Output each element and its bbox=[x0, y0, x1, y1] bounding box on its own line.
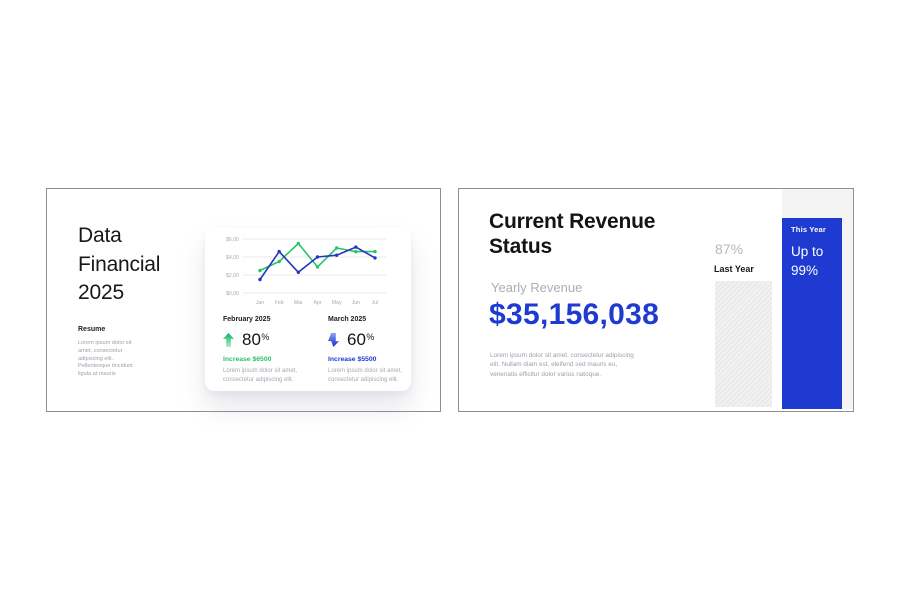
this-year-value: Up to 99% bbox=[791, 244, 824, 278]
stat-percent: 60% bbox=[347, 330, 375, 349]
slide-current-revenue[interactable]: Current Revenue Status Yearly Revenue $3… bbox=[458, 188, 854, 412]
stat-body-text: Lorem ipsum dolor sit amet, consectetur … bbox=[223, 368, 298, 383]
slide-title-line: Financial bbox=[78, 252, 161, 276]
slide-title-line: Data bbox=[78, 224, 122, 247]
svg-text:Jan: Jan bbox=[256, 300, 264, 306]
increase-arrow-up-icon bbox=[223, 333, 234, 347]
this-year-label: This Year bbox=[791, 225, 827, 234]
svg-text:Jun: Jun bbox=[352, 300, 360, 306]
revenue-body-text: Lorem ipsum dolor sit amet, consectetur … bbox=[490, 352, 634, 378]
slide-title-line: 2025 bbox=[78, 281, 124, 304]
slide-title-line: Current Revenue bbox=[489, 210, 656, 233]
last-year-label: Last Year bbox=[714, 264, 754, 274]
svg-text:$2,00: $2,00 bbox=[226, 273, 239, 279]
stat-february: February 2025 80% Increase $6500 Lorem i… bbox=[223, 316, 315, 384]
resume-heading: Resume bbox=[78, 326, 106, 333]
slide-data-financial[interactable]: Data Financial 2025 Resume Lorem ipsum d… bbox=[46, 188, 441, 412]
increase-amount-label: Increase $6500 bbox=[223, 356, 272, 363]
svg-text:Jul: Jul bbox=[372, 300, 379, 306]
stat-march: March 2025 60% Increase $5500 Lorem ipsu… bbox=[328, 316, 420, 384]
last-year-bar bbox=[715, 281, 772, 407]
this-year-bar: This Year Up to 99% bbox=[782, 218, 842, 409]
svg-text:May: May bbox=[332, 300, 342, 306]
stat-month-label: February 2025 bbox=[223, 316, 271, 323]
financial-line-chart: $6,00 $4,00 $2,00 $0,00 Jan Feb Mar Apr May Jun Ju… bbox=[226, 237, 386, 306]
increase-amount-label: Increase $5500 bbox=[328, 356, 377, 363]
stat-percent: 80% bbox=[242, 330, 270, 349]
decrease-arrow-down-icon bbox=[328, 333, 339, 347]
slide-title: Data Financial 2025 bbox=[78, 222, 160, 308]
svg-text:$4,00: $4,00 bbox=[226, 255, 239, 261]
slide-title: Current Revenue Status bbox=[489, 209, 655, 259]
svg-text:Mar: Mar bbox=[294, 300, 303, 306]
revenue-value: $35,156,038 bbox=[489, 298, 660, 331]
svg-text:$0,00: $0,00 bbox=[226, 291, 239, 297]
yearly-revenue-label: Yearly Revenue bbox=[491, 280, 583, 295]
stat-body-text: Lorem ipsum dolor sit amet, consectetur … bbox=[328, 368, 403, 383]
slide-title-line: Status bbox=[489, 235, 552, 258]
stat-month-label: March 2025 bbox=[328, 316, 367, 323]
svg-text:Feb: Feb bbox=[275, 300, 284, 306]
svg-text:Apr: Apr bbox=[313, 300, 321, 306]
chart-card: $6,00 $4,00 $2,00 $0,00 Jan Feb Mar Apr May Jun Ju… bbox=[205, 228, 411, 391]
last-year-percent: 87% bbox=[715, 241, 744, 257]
resume-body: Lorem ipsum dolor sit amet, consectetur … bbox=[78, 340, 133, 378]
svg-text:$6,00: $6,00 bbox=[226, 237, 239, 243]
